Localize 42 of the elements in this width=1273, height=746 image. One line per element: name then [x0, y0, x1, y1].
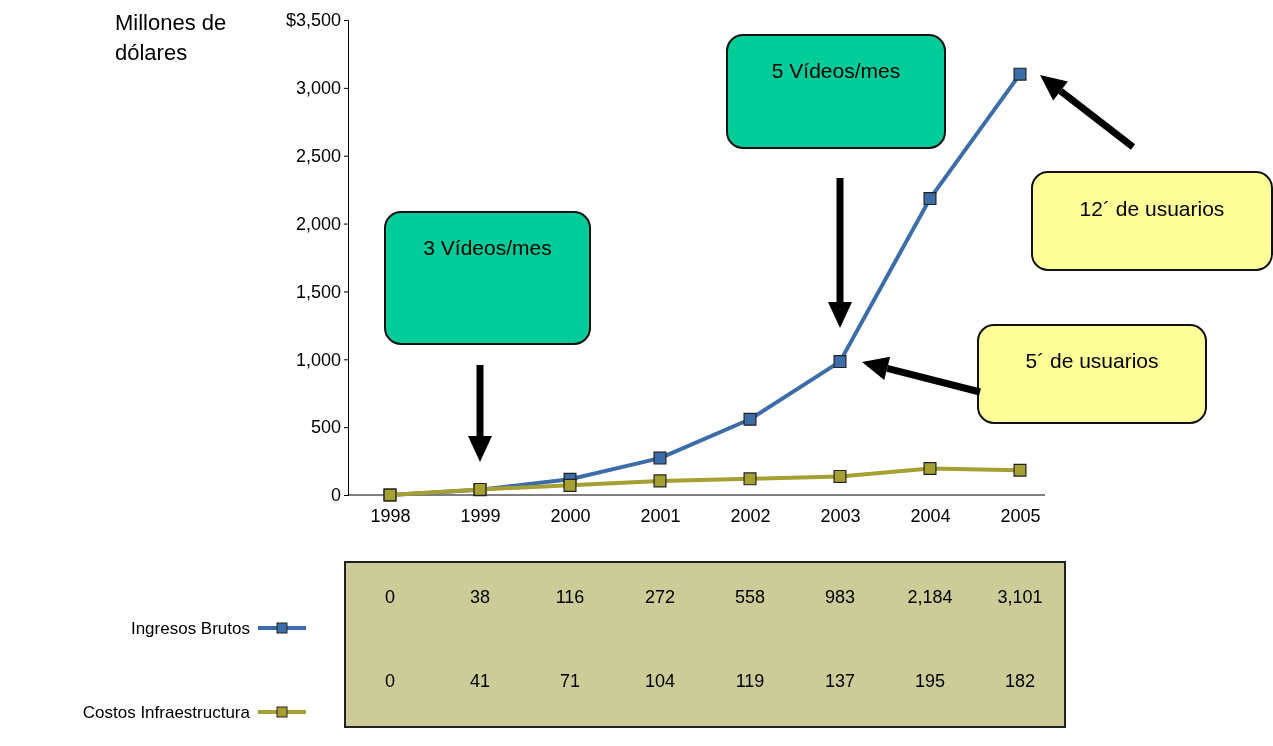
x-tick-label: 2003	[820, 505, 861, 526]
x-tick-label: 2001	[640, 505, 681, 526]
y-tick-label: 2,500	[295, 145, 341, 166]
callout-box: 12´ de usuarios	[1031, 171, 1273, 271]
data-label: 119	[735, 671, 765, 691]
data-label: 137	[824, 671, 856, 691]
data-label: 71	[559, 671, 581, 691]
callout-box: 5 Vídeos/mes	[726, 34, 946, 149]
data-label: 3,101	[997, 587, 1043, 607]
annotation: 3 Vídeos/mes	[423, 236, 552, 259]
y-tick-label: 3,000	[295, 78, 341, 99]
annotation: 5´ de usuarios	[1025, 349, 1159, 372]
callout-box: 5´ de usuarios	[977, 324, 1207, 424]
x-tick-label: 2000	[550, 505, 591, 526]
x-tick-label: 2005	[1000, 505, 1041, 526]
data-label: 41	[469, 671, 491, 691]
x-tick-label: 1998	[370, 505, 411, 526]
callout-box: 3 Vídeos/mes	[384, 211, 591, 345]
data-label: 116	[555, 587, 585, 607]
legend-label: Costos Infraestructura	[82, 703, 251, 722]
y-tick-label: 1,500	[295, 281, 341, 302]
y-axis-title: Millones de dólares	[115, 10, 227, 65]
y-tick-label: 0	[330, 485, 341, 506]
data-label: 182	[1004, 671, 1036, 691]
y-tick-label: 1,000	[295, 349, 341, 370]
data-label: 272	[644, 587, 676, 607]
y-tick-label: 500	[310, 417, 341, 438]
annotation: 5 Vídeos/mes	[771, 59, 901, 82]
y-tick-label: $3,500	[285, 10, 341, 31]
data-label: 38	[469, 587, 491, 607]
x-tick-label: 1999	[460, 505, 501, 526]
data-label: 558	[734, 587, 766, 607]
y-tick-label: 2,000	[295, 213, 341, 234]
data-label: 0	[384, 587, 396, 607]
x-tick-label: 2002	[730, 505, 771, 526]
data-label: 0	[384, 671, 396, 691]
data-label: 195	[914, 671, 946, 691]
legend-label: Ingresos Brutos	[130, 619, 250, 638]
data-label: 2,184	[907, 587, 953, 607]
data-label: 983	[824, 587, 856, 607]
x-tick-label: 2004	[910, 505, 951, 526]
data-label: 104	[644, 671, 676, 691]
